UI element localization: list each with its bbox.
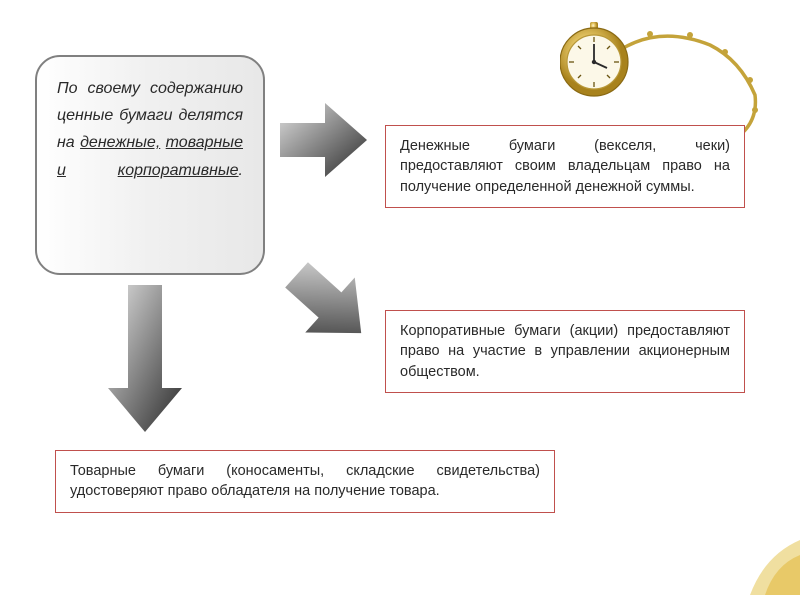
word: бумаги [119,107,172,124]
word-underlined: корпоративные [118,162,239,179]
word: . [239,162,243,179]
box-text: Корпоративные бумаги (акции) предоставля… [400,323,730,380]
arrow-right-icon [275,95,375,190]
commodity-papers-box: Товарные бумаги (коносаменты, складские … [55,450,555,513]
corporate-papers-box: Корпоративные бумаги (акции) предоставля… [385,310,745,393]
box-text: Товарные бумаги (коносаменты, складские … [70,463,540,499]
word: своему [88,80,140,97]
box-text: Денежные бумаги (векселя, чеки) предоста… [400,138,730,195]
word-underlined: и [57,162,66,179]
word: По [57,80,78,97]
main-box-text: По своему содержанию ценные бумаги делят… [57,75,243,184]
main-classification-box: По своему содержанию ценные бумаги делят… [35,55,265,275]
word: содержанию [150,80,243,97]
arrow-diagonal-icon [275,250,385,365]
word: ценные [57,107,113,124]
word-underlined: денежные, [80,134,160,151]
money-papers-box: Денежные бумаги (векселя, чеки) предоста… [385,125,745,208]
word-underlined: товарные [166,134,243,151]
arrow-down-icon [100,280,190,445]
word: делятся [179,107,243,124]
word: на [57,134,75,151]
corner-decoration [710,505,800,600]
